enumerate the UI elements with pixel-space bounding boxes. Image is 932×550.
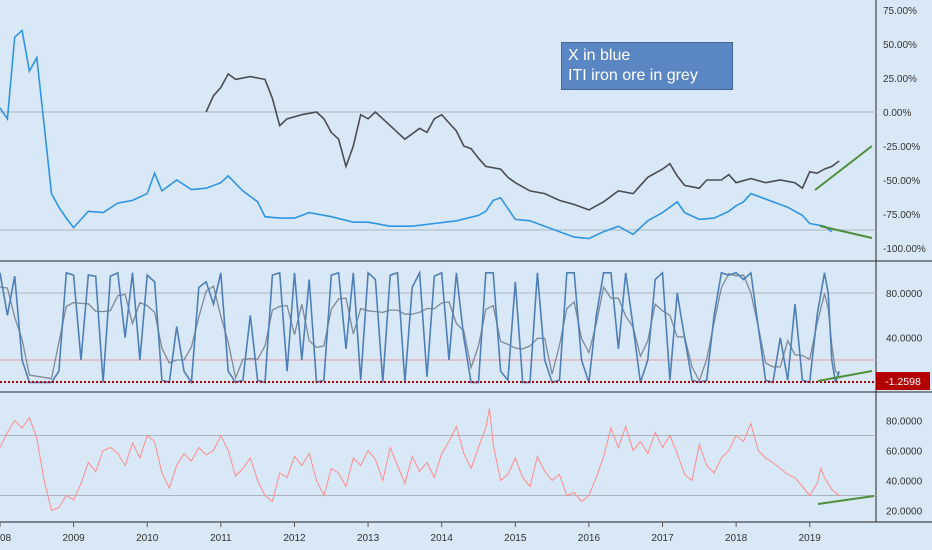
price-axis-ticks: 75.00% 50.00% 25.00% 0.00% -25.00% -50.00% -75… (883, 6, 926, 255)
rsi-tick-label: 40.0000 (886, 477, 923, 488)
price-tick-label: 50.00% (883, 40, 917, 51)
trend-line-x (819, 225, 873, 239)
year-tick-label: 2015 (504, 533, 527, 544)
year-tick-label: 2011 (210, 533, 232, 544)
year-tick-label: 2008 (0, 533, 12, 544)
year-tick-label: 2016 (578, 533, 601, 544)
legend-box: X in blue ITI iron ore in grey (561, 42, 733, 90)
rsi-gridlines (0, 435, 876, 496)
stoch-tick-label: 80.0000 (886, 289, 923, 300)
stoch-tick-label: 40.0000 (886, 334, 923, 345)
year-tick-label: 2014 (431, 533, 454, 544)
stoch-marker-label: -1.2598 (885, 376, 921, 388)
legend-x-label: X in blue (568, 47, 631, 64)
trend-line-rsi (817, 495, 875, 505)
price-tick-label: 75.00% (883, 6, 917, 17)
price-tick-label: 25.00% (883, 74, 917, 85)
rsi-tick-label: 80.0000 (886, 417, 923, 428)
rsi-axis-ticks: 80.0000 60.0000 40.0000 20.0000 (886, 417, 923, 518)
year-tick-label: 2013 (357, 533, 380, 544)
x-price-line (0, 28, 833, 240)
rsi-line (0, 408, 840, 512)
price-tick-label: -75.00% (883, 210, 920, 221)
price-tick-label: -25.00% (883, 142, 920, 153)
price-gridlines (0, 111, 876, 231)
year-tick-label: 2010 (136, 533, 159, 544)
year-tick-label: 2018 (725, 533, 748, 544)
iti-iron-ore-line (205, 72, 840, 211)
trend-line-stoch (817, 370, 873, 382)
legend-iron-label: ITI iron ore in grey (568, 67, 698, 84)
year-tick-label: 2019 (799, 533, 822, 544)
year-tick-label: 2017 (651, 533, 674, 544)
price-tick-label: -100.00% (883, 244, 926, 255)
year-tick-label: 2012 (283, 533, 306, 544)
time-axis: 2008 2009 2010 2011 2012 2013 2014 2015 2016 2017… (0, 522, 821, 544)
rsi-tick-label: 60.0000 (886, 447, 923, 458)
year-tick-label: 2009 (62, 533, 85, 544)
stoch-marker-badge (876, 372, 930, 390)
trend-line-iron (814, 145, 873, 191)
rsi-tick-label: 20.0000 (886, 507, 923, 518)
stoch-k-line (0, 269, 840, 385)
stoch-axis-ticks: 80.0000 40.0000 (886, 289, 923, 345)
stoch-d-line (0, 272, 840, 383)
price-tick-label: 0.00% (883, 108, 911, 119)
price-tick-label: -50.00% (883, 176, 920, 187)
